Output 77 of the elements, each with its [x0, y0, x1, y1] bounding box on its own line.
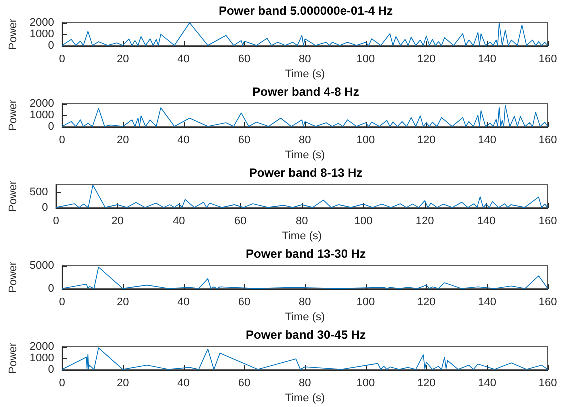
x-tick-label: 40	[178, 134, 190, 146]
x-tick-label: 160	[538, 54, 558, 66]
x-axis-title: Time (s)	[285, 68, 326, 80]
chart-title: Power band 5.000000e-01-4 Hz	[218, 4, 394, 18]
x-tick-label: 140	[478, 54, 496, 66]
x-tick-label: 0	[59, 296, 66, 308]
x-tick-label: 80	[299, 296, 312, 308]
x-tick-label: 20	[116, 134, 130, 146]
x-tick-label: 60	[238, 296, 251, 308]
x-tick-label: 20	[116, 378, 130, 390]
y-tick-label: 5000	[30, 260, 54, 272]
y-axis-title: Power	[8, 262, 20, 294]
y-tick-label: 2000	[30, 341, 54, 353]
x-axis-title: Time (s)	[285, 150, 326, 162]
x-tick-label: 80	[299, 134, 312, 146]
x-tick-label: 100	[354, 216, 373, 228]
x-tick-label: 80	[296, 216, 308, 228]
x-tick-label: 40	[178, 296, 190, 308]
x-tick-label: 120	[417, 54, 436, 66]
y-tick-label: 1000	[30, 110, 54, 122]
y-tick-label: 500	[30, 186, 48, 199]
x-tick-label: 40	[178, 378, 190, 390]
x-tick-label: 140	[478, 378, 496, 390]
x-tick-label: 120	[416, 216, 434, 228]
y-tick-label: 0	[48, 364, 54, 376]
y-axis-title: Power	[8, 342, 20, 374]
chart-title: Power band 13-30 Hz	[246, 247, 366, 261]
x-tick-label: 120	[417, 134, 436, 146]
x-tick-label: 140	[478, 296, 496, 308]
x-tick-label: 100	[356, 54, 376, 66]
y-tick-label: 2000	[30, 17, 54, 29]
x-tick-label: 140	[477, 216, 496, 228]
line-series	[62, 348, 548, 370]
y-tick-label: 0	[48, 40, 54, 52]
x-tick-label: 20	[112, 216, 124, 228]
y-tick-label: 0	[48, 283, 54, 295]
x-tick-label: 60	[238, 378, 251, 390]
x-tick-label: 160	[538, 216, 558, 228]
x-tick-label: 160	[538, 378, 558, 390]
x-tick-label: 160	[538, 296, 558, 308]
x-tick-label: 60	[238, 134, 251, 146]
line-series	[56, 184, 548, 208]
line-series	[62, 105, 548, 128]
y-tick-label: 2000	[30, 98, 54, 110]
x-tick-label: 0	[59, 378, 66, 390]
line-series	[62, 22, 548, 46]
y-tick-label: 0	[42, 202, 48, 214]
x-tick-label: 100	[356, 378, 376, 390]
x-axis-title: Time (s)	[285, 312, 326, 324]
x-tick-label: 0	[59, 54, 66, 66]
x-axis-title: Time (s)	[285, 392, 326, 404]
chart-title: Power band 30-45 Hz	[246, 328, 366, 342]
x-tick-label: 60	[238, 54, 251, 66]
y-tick-label: 1000	[30, 28, 54, 40]
y-tick-label: 0	[48, 121, 54, 133]
x-tick-label: 100	[356, 134, 376, 146]
x-tick-label: 40	[173, 216, 186, 228]
x-tick-label: 140	[478, 134, 496, 146]
y-axis-title: Power	[8, 180, 20, 212]
x-tick-label: 80	[299, 378, 312, 390]
y-axis-title: Power	[8, 18, 20, 50]
x-tick-label: 0	[59, 134, 66, 146]
chart-title: Power band 8-13 Hz	[249, 166, 363, 180]
x-tick-label: 120	[417, 378, 436, 390]
x-tick-label: 40	[178, 54, 190, 66]
line-series	[62, 266, 548, 290]
x-tick-label: 20	[116, 296, 130, 308]
chart-title: Power band 4-8 Hz	[252, 85, 360, 99]
y-tick-label: 1000	[30, 352, 54, 364]
x-tick-label: 20	[116, 54, 130, 66]
x-tick-label: 120	[417, 296, 436, 308]
x-tick-label: 60	[234, 216, 247, 228]
x-tick-label: 100	[356, 296, 376, 308]
y-axis-title: Power	[8, 100, 20, 132]
x-tick-label: 160	[538, 134, 558, 146]
x-tick-label: 80	[299, 54, 312, 66]
x-axis-title: Time (s)	[282, 230, 322, 242]
